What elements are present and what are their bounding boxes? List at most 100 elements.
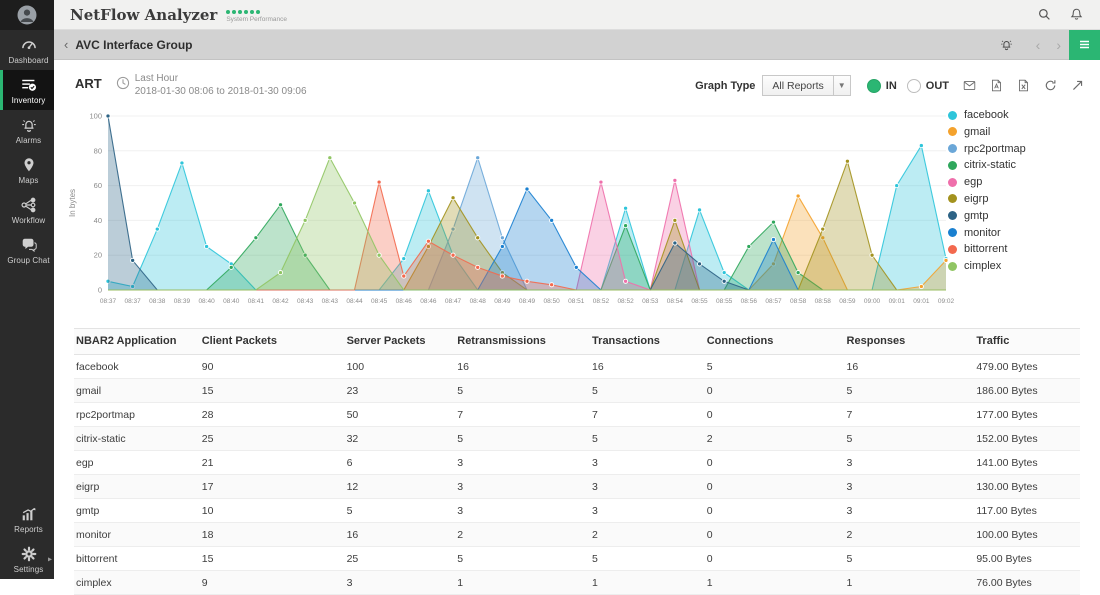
radio-in[interactable] xyxy=(866,78,881,93)
value-cell: 28 xyxy=(199,402,345,427)
value-cell: 0 xyxy=(704,474,845,499)
legend-item-rpc2portmap[interactable]: rpc2portmap xyxy=(948,143,1094,155)
x-tick-label: 08:40 xyxy=(198,298,215,305)
menu-button[interactable] xyxy=(1069,29,1100,60)
table-row[interactable]: cimplex 9 3 1 1 1 1 76.00 Bytes xyxy=(74,570,1080,595)
x-tick-label: 08:48 xyxy=(470,298,487,305)
x-tick-label: 08:55 xyxy=(716,298,733,305)
value-cell: 5 xyxy=(455,426,591,451)
search-icon[interactable] xyxy=(1037,7,1052,22)
table-row[interactable]: citrix-static 25 32 5 5 2 5 152.00 Bytes xyxy=(74,426,1080,451)
value-cell: 2 xyxy=(844,522,975,547)
data-point-citrix-static xyxy=(277,202,284,208)
legend-item-monitor[interactable]: monitor xyxy=(948,227,1094,239)
column-header[interactable]: Client Packets xyxy=(199,328,345,355)
x-tick-label: 08:45 xyxy=(371,298,388,305)
prev-chevron-icon[interactable]: ‹ xyxy=(1035,36,1041,53)
table-row[interactable]: egp 21 6 3 3 0 3 141.00 Bytes xyxy=(74,450,1080,475)
y-tick-label: 0 xyxy=(98,286,102,295)
sidebar-item-dashboard[interactable]: Dashboard xyxy=(0,30,54,70)
excel-icon[interactable] xyxy=(1017,79,1030,92)
column-header[interactable]: Retransmissions xyxy=(455,328,591,355)
value-cell: 7 xyxy=(455,402,591,427)
legend-item-gmail[interactable]: gmail xyxy=(948,126,1094,138)
refresh-icon[interactable] xyxy=(1044,79,1057,92)
data-point-rpc2portmap xyxy=(475,155,481,161)
column-header[interactable]: Traffic xyxy=(974,328,1080,355)
sidebar-item-alarms[interactable]: Alarms xyxy=(0,110,54,150)
column-header[interactable]: Server Packets xyxy=(344,328,456,355)
legend-item-citrix-static[interactable]: citrix-static xyxy=(948,159,1094,171)
data-point-cimplex xyxy=(327,155,333,161)
data-point-bittorrent xyxy=(549,282,555,288)
table-row[interactable]: bittorrent 15 25 5 5 0 5 95.00 Bytes xyxy=(74,546,1080,571)
legend-label: egp xyxy=(964,176,983,189)
table-row[interactable]: monitor 18 16 2 2 0 2 100.00 Bytes xyxy=(74,522,1080,547)
time-period[interactable]: Last Hour 2018-01-30 08:06 to 2018-01-30… xyxy=(135,73,307,98)
table-row[interactable]: rpc2portmap 28 50 7 7 0 7 177.00 Bytes xyxy=(74,402,1080,427)
mail-icon[interactable] xyxy=(963,79,976,92)
chart-legend: facebook gmail rpc2portmap citrix-static egp… xyxy=(948,109,1094,277)
notifications-bell-icon[interactable] xyxy=(1069,7,1084,22)
legend-item-egp[interactable]: egp xyxy=(948,176,1094,188)
user-avatar[interactable] xyxy=(0,0,54,30)
legend-item-cimplex[interactable]: cimplex xyxy=(948,260,1094,272)
legend-label: facebook xyxy=(964,109,1009,121)
graph-type-select[interactable]: All Reports ▼ xyxy=(762,75,851,96)
data-point-facebook xyxy=(696,207,703,213)
sidebar-item-maps[interactable]: Maps xyxy=(0,150,54,190)
data-point-facebook xyxy=(130,283,136,290)
data-point-eigrp xyxy=(450,195,456,201)
x-tick-label: 09:00 xyxy=(864,298,881,305)
series-area-cimplex xyxy=(108,157,946,290)
x-tick-label: 08:51 xyxy=(568,298,585,305)
sidebar-item-settings[interactable]: Settings ▸ xyxy=(0,539,54,579)
column-header[interactable]: Responses xyxy=(844,328,975,355)
legend-item-gmtp[interactable]: gmtp xyxy=(948,210,1094,222)
value-cell: 1 xyxy=(704,570,845,595)
sidebar-item-reports[interactable]: Reports xyxy=(0,499,54,539)
table-row[interactable]: gmtp 10 5 3 3 0 3 117.00 Bytes xyxy=(74,498,1080,523)
column-header[interactable]: Transactions xyxy=(590,328,705,355)
sidebar-item-inventory[interactable]: Inventory xyxy=(0,70,54,110)
application-name-cell: monitor xyxy=(74,522,200,547)
sidebar-item-group-chat[interactable]: Group Chat xyxy=(0,230,54,270)
sidebar-item-workflow[interactable]: Workflow xyxy=(0,190,54,230)
legend-item-facebook[interactable]: facebook xyxy=(948,109,1094,121)
back-chevron-icon[interactable]: ‹ xyxy=(64,37,69,52)
data-point-citrix-static xyxy=(795,270,801,276)
radio-out[interactable] xyxy=(906,78,921,93)
table-row[interactable]: eigrp 17 12 3 3 0 3 130.00 Bytes xyxy=(74,474,1080,499)
sidebar-item-label: Workflow xyxy=(11,216,46,225)
x-tick-label: 08:46 xyxy=(396,298,413,305)
x-tick-label: 08:58 xyxy=(815,298,832,305)
next-chevron-icon[interactable]: › xyxy=(1056,36,1061,53)
table-row[interactable]: facebook 90 100 16 16 5 16 479.00 Bytes xyxy=(74,354,1080,379)
data-point-gmtp xyxy=(721,278,727,284)
legend-label: gmail xyxy=(964,125,991,138)
value-cell: 0 xyxy=(704,378,845,403)
sidebar-item-label: Reports xyxy=(14,525,43,534)
value-cell: 16 xyxy=(590,354,705,379)
breadcrumb-title: AVC Interface Group xyxy=(75,37,193,52)
pin-icon[interactable] xyxy=(1071,79,1084,92)
data-point-egp xyxy=(598,179,604,185)
table-row[interactable]: gmail 15 23 5 5 0 5 186.00 Bytes xyxy=(74,378,1080,403)
column-header[interactable]: NBAR2 Application xyxy=(74,328,200,355)
column-header[interactable]: Connections xyxy=(704,328,845,355)
value-cell: 117.00 Bytes xyxy=(974,498,1080,523)
legend-label: citrix-static xyxy=(964,159,1016,172)
value-cell: 0 xyxy=(704,402,845,427)
export-actions xyxy=(963,79,1084,92)
value-cell: 5 xyxy=(844,426,975,451)
x-tick-label: 08:49 xyxy=(494,298,511,305)
alarm-icon xyxy=(3,116,54,134)
alarm-bell-icon[interactable] xyxy=(999,37,1014,52)
value-cell: 5 xyxy=(704,354,845,379)
legend-item-eigrp[interactable]: eigrp xyxy=(948,193,1094,205)
legend-item-bittorrent[interactable]: bittorrent xyxy=(948,243,1094,255)
x-tick-label: 08:59 xyxy=(839,298,856,305)
pdf-icon[interactable] xyxy=(990,79,1003,92)
value-cell: 10 xyxy=(199,498,345,523)
data-point-bittorrent xyxy=(450,252,456,258)
